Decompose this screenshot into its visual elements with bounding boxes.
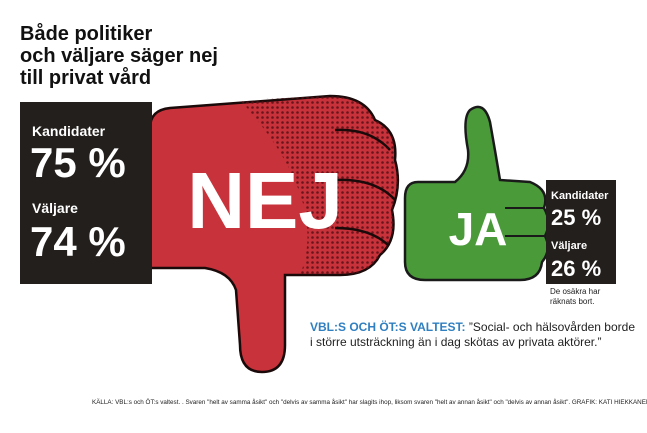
percent-value: 25 % <box>551 205 601 230</box>
question-source: VBL:S OCH ÖT:S VALTEST: <box>310 319 466 334</box>
note: De osäkra har räknats bort. <box>550 287 601 306</box>
percent-value: 75 % <box>30 139 126 186</box>
title-line: till privat vård <box>20 66 151 89</box>
title-line: och väljare säger nej <box>20 45 218 67</box>
group-label: Kandidater <box>551 190 609 202</box>
thumb-up <box>403 105 550 282</box>
group-label: Väljare <box>551 240 587 252</box>
group-label: Väljare <box>32 200 78 216</box>
nej-label: NEJ <box>187 156 343 245</box>
group-label: Kandidater <box>32 123 106 139</box>
title: Både politiker och väljare säger nej til… <box>20 22 218 89</box>
nej-stats: Kandidater 75 % Väljare 74 % <box>30 123 126 265</box>
percent-value: 26 % <box>551 256 601 281</box>
question-line: i större utsträckning än i dag skötas av… <box>310 335 601 349</box>
nej-box <box>20 102 152 284</box>
question-line: ”Social- och hälsovården borde <box>469 320 635 334</box>
question: VBL:S OCH ÖT:S VALTEST: ”Social- och häl… <box>310 319 635 334</box>
ja-box <box>546 180 616 284</box>
note-line: räknats bort. <box>550 297 594 306</box>
note-line: De osäkra har <box>550 287 601 296</box>
ja-stats: Kandidater 25 % Väljare 26 % <box>551 190 609 281</box>
percent-value: 74 % <box>30 218 126 265</box>
title-line: Både politiker <box>20 22 152 45</box>
thumb-down <box>148 94 400 374</box>
footnote: KÄLLA: VBL:s och ÖT:s valtest. . Svaren … <box>92 398 647 406</box>
ja-label: JA <box>449 203 508 255</box>
